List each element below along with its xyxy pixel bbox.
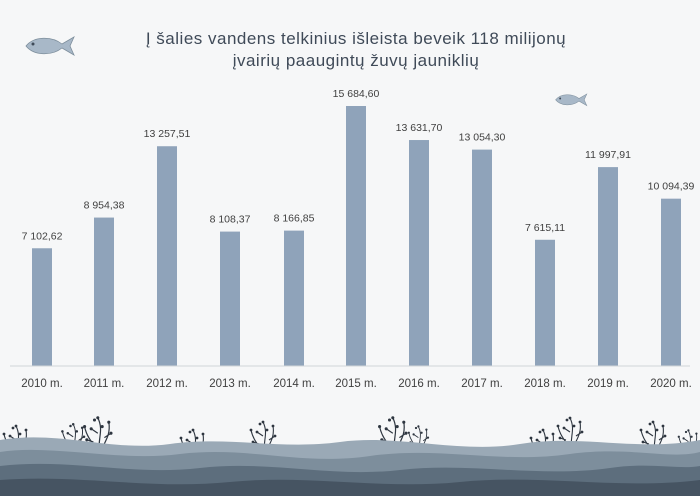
x-tick-label-2: 2012 m. bbox=[146, 378, 188, 390]
x-tick-label-4: 2014 m. bbox=[273, 378, 315, 390]
x-tick-label-9: 2019 m. bbox=[587, 378, 629, 390]
bar-2 bbox=[157, 146, 177, 366]
bar-5 bbox=[346, 106, 366, 366]
bar-series: 7 102,62 8 954,38 13 257,51 8 108,37 8 166,8… bbox=[22, 88, 695, 366]
bar-0 bbox=[32, 248, 52, 366]
data-label-5: 15 684,60 bbox=[333, 88, 380, 100]
x-tick-label-3: 2013 m. bbox=[209, 378, 251, 390]
seaweed-icon bbox=[249, 420, 277, 455]
bar-3 bbox=[220, 231, 240, 366]
x-tick-label-7: 2017 m. bbox=[461, 378, 503, 390]
x-tick-label-6: 2016 m. bbox=[398, 378, 440, 390]
bar-1 bbox=[94, 217, 114, 366]
data-label-2: 13 257,51 bbox=[144, 128, 191, 140]
chart-title-line-2: įvairių paaugintų žuvų jauniklių bbox=[233, 51, 480, 70]
x-tick-label-10: 2020 m. bbox=[650, 378, 692, 390]
data-label-9: 11 997,91 bbox=[585, 149, 631, 161]
x-axis-ticks: 2010 m. 2011 m. 2012 m. 2013 m. 2014 m. 2015 … bbox=[21, 378, 692, 390]
bar-6 bbox=[409, 140, 429, 366]
seaweed-icon bbox=[639, 420, 667, 455]
chart-title-line-1: Į šalies vandens telkinius išleista beve… bbox=[146, 29, 566, 48]
seaweed-icon bbox=[556, 416, 584, 451]
bar-7 bbox=[472, 149, 492, 366]
data-label-10: 10 094,39 bbox=[648, 181, 695, 193]
x-tick-label-0: 2010 m. bbox=[21, 378, 63, 390]
seaweed-icon bbox=[83, 416, 113, 454]
data-label-7: 13 054,30 bbox=[459, 132, 506, 144]
data-label-4: 8 166,85 bbox=[274, 213, 315, 225]
fish-icon-right bbox=[555, 93, 588, 107]
data-label-6: 13 631,70 bbox=[396, 122, 443, 134]
bar-9 bbox=[598, 167, 618, 366]
x-tick-label-5: 2015 m. bbox=[335, 378, 377, 390]
x-tick-label-1: 2011 m. bbox=[84, 378, 125, 390]
fish-icon-left bbox=[25, 36, 75, 56]
bar-8 bbox=[535, 239, 555, 366]
wave-layer-3 bbox=[0, 478, 700, 496]
data-label-3: 8 108,37 bbox=[210, 214, 251, 226]
wave-decoration bbox=[0, 437, 700, 496]
data-label-8: 7 615,11 bbox=[525, 222, 565, 234]
data-label-1: 8 954,38 bbox=[84, 200, 125, 212]
bar-10 bbox=[661, 198, 681, 366]
x-tick-label-8: 2018 m. bbox=[524, 378, 566, 390]
data-label-0: 7 102,62 bbox=[22, 230, 63, 242]
bar-4 bbox=[284, 230, 304, 366]
